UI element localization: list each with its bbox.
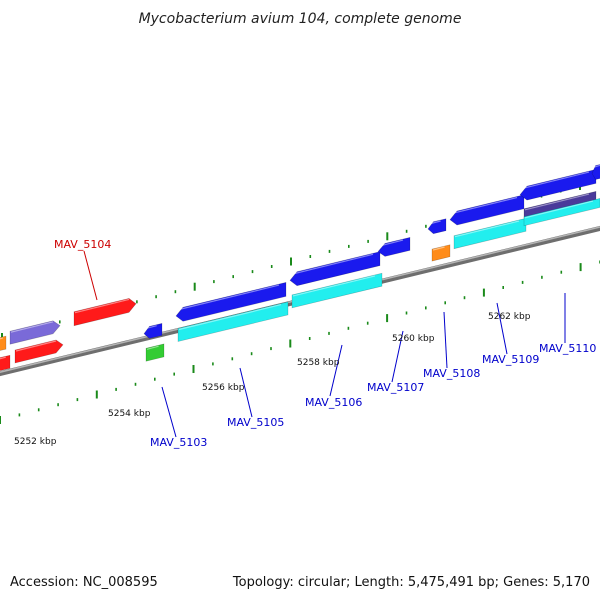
cds-blue-right-edge [591, 164, 600, 180]
cds-orange-right-highlight [432, 246, 445, 251]
connector-mav-5104 [83, 250, 98, 301]
accession-text: Accession: NC_008595 [10, 575, 158, 590]
cds-dark-purple-highlight [524, 193, 590, 211]
connector-mav-5103 [161, 386, 177, 438]
cds-red-lower-left [0, 354, 11, 371]
feature-track [0, 164, 600, 371]
cds-purple-upper-left-highlight [10, 321, 54, 333]
gene-label-mav-5106: MAV_5106 [305, 396, 362, 409]
cds-blue-mav-5108-highlight [428, 220, 441, 225]
cds-blue-mav-5107-highlight [378, 239, 404, 247]
gene-label-mav-5107: MAV_5107 [367, 381, 424, 394]
cds-blue-mav-5106 [289, 251, 381, 287]
cds-cyan-d [523, 198, 600, 227]
cds-blue-mav-5106-highlight [290, 253, 374, 275]
cds-cyan-a-highlight [178, 304, 282, 331]
label-connectors [83, 250, 566, 438]
gene-label-mav-5109: MAV_5109 [482, 353, 539, 366]
gene-label-mav-5108: MAV_5108 [423, 367, 480, 380]
gene-label-mav-5103: MAV_5103 [150, 436, 207, 449]
tick-ruler-inner [0, 260, 600, 424]
cds-cyan-a [177, 301, 289, 342]
cds-green-mav-5103-highlight [146, 345, 159, 350]
cds-orange-right [431, 244, 451, 262]
genome-summary-text: Topology: circular; Length: 5,475,491 bp… [232, 575, 590, 590]
cds-blue-mav-5110-highlight [520, 171, 590, 190]
cds-blue-mav-5109 [449, 194, 525, 226]
connector-mav-5108 [443, 311, 448, 369]
cds-purple-upper-left [9, 320, 61, 345]
cds-blue-small [143, 323, 163, 339]
cds-blue-right-edge-highlight [592, 164, 600, 168]
cds-red-lower-left-highlight [0, 356, 6, 360]
scale-label-5258: 5258 kbp [297, 358, 340, 368]
cds-cyan-d-highlight [524, 200, 594, 219]
connector-mav-5105 [239, 367, 253, 418]
cds-blue-small-highlight [144, 325, 157, 330]
cds-blue-mav-5105 [175, 282, 287, 322]
cds-blue-mav-5108 [427, 218, 447, 235]
gene-label-mav-5104: MAV_5104 [54, 238, 111, 251]
map-title: Mycobacterium avium 104, complete genome [139, 11, 462, 27]
cds-cyan-b [291, 272, 383, 309]
cds-red-left [14, 339, 64, 364]
cds-red-left-highlight [15, 340, 57, 352]
connector-mav-5107 [391, 330, 404, 383]
cds-blue-mav-5107 [377, 237, 411, 257]
connector-mav-5109 [496, 302, 508, 355]
gene-label-mav-5105: MAV_5105 [227, 416, 284, 429]
scale-label-5252: 5252 kbp [14, 437, 57, 447]
cds-mav-5104-highlight [74, 298, 130, 314]
gene-label-mav-5110: MAV_5110 [539, 342, 596, 355]
cds-cyan-c-highlight [454, 220, 520, 238]
cds-orange-left-highlight [0, 337, 4, 340]
cds-green-mav-5103 [145, 343, 165, 362]
scale-label-5260: 5260 kbp [392, 334, 435, 344]
cds-cyan-c [453, 217, 527, 250]
cds-blue-mav-5105-highlight [176, 284, 280, 311]
scale-label-5254: 5254 kbp [108, 409, 151, 419]
gene-labels: MAV_5104 MAV_5103 MAV_5105 MAV_5106 MAV_… [54, 238, 596, 449]
scale-labels: 5252 kbp 5254 kbp 5256 kbp 5258 kbp 5260… [14, 312, 531, 447]
cds-cyan-b-highlight [292, 275, 376, 297]
cds-blue-mav-5109-highlight [450, 196, 518, 215]
cds-orange-left [0, 335, 7, 351]
scale-label-5262: 5262 kbp [488, 312, 531, 322]
connector-mav-5106 [329, 344, 343, 397]
cds-mav-5104 [73, 298, 137, 327]
scale-label-5256: 5256 kbp [202, 383, 245, 393]
